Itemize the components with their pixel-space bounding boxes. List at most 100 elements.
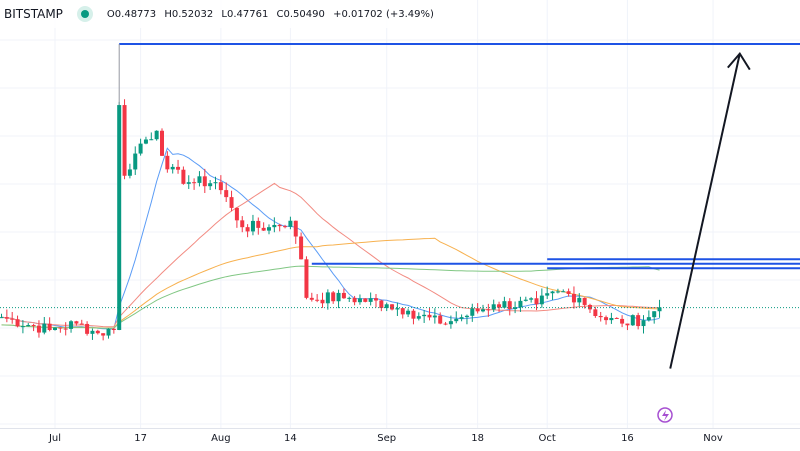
candle-body — [550, 291, 555, 294]
candle-body — [208, 183, 213, 187]
candle-body — [79, 323, 84, 325]
candle-body — [475, 308, 480, 312]
high-value: H0.52032 — [164, 8, 214, 20]
candle-body — [566, 291, 571, 294]
moving-average-10 — [1, 147, 660, 330]
candle-body — [481, 309, 485, 312]
candle-body — [384, 304, 389, 309]
candle-body — [368, 298, 373, 302]
candle-body — [63, 328, 68, 330]
candle-body — [416, 316, 421, 319]
candle-body — [283, 226, 288, 228]
candle-body — [620, 318, 625, 324]
candle-body — [20, 326, 25, 328]
time-tick: Aug — [211, 433, 231, 444]
candle-body — [432, 315, 437, 318]
candle-body — [502, 301, 507, 308]
candle-body — [497, 304, 502, 308]
time-tick: Nov — [703, 433, 723, 444]
candle-body — [593, 309, 598, 316]
candle-body — [588, 304, 592, 310]
candle-body — [331, 292, 336, 302]
candle-body — [652, 311, 657, 318]
candle-body — [448, 321, 453, 325]
candle-body — [614, 317, 619, 319]
candle-body — [186, 182, 191, 184]
price-chart[interactable] — [0, 0, 800, 428]
candle-body — [395, 308, 400, 310]
lightning-bolt — [662, 410, 669, 421]
low-value: L0.47761 — [221, 8, 269, 20]
candle-body — [438, 315, 443, 324]
time-tick: Sep — [377, 433, 397, 444]
candle-body — [234, 207, 239, 221]
time-tick: 18 — [471, 433, 485, 444]
candle-body — [288, 220, 293, 227]
candle-body — [523, 299, 528, 301]
candle-body — [598, 315, 603, 318]
open-value: O0.48773 — [106, 8, 157, 20]
trend-arrow — [669, 53, 741, 369]
candle-body — [347, 297, 352, 299]
candle-body — [459, 317, 464, 319]
candle-body — [357, 298, 362, 303]
candle-body — [571, 293, 576, 303]
candle-body — [454, 318, 459, 322]
moving-average-30 — [1, 182, 660, 328]
candle-body — [111, 328, 116, 330]
candle-body — [646, 317, 651, 321]
candle-body — [90, 330, 95, 334]
candle-body — [36, 325, 41, 333]
candle-body — [176, 166, 181, 170]
lightning-icon — [657, 407, 673, 423]
candle-body — [293, 220, 298, 237]
candle-body — [609, 317, 614, 321]
time-axis[interactable]: Jul 17 Aug 14 Sep 18 Oct 16 Nov — [0, 428, 800, 451]
market-status-dot-icon — [80, 10, 89, 18]
time-tick: 17 — [134, 433, 147, 444]
candle-body — [470, 308, 475, 316]
candle-body — [604, 317, 609, 321]
candle-body — [117, 105, 122, 330]
candle-body — [143, 139, 148, 144]
candle-body — [518, 300, 523, 308]
time-tick: 14 — [284, 433, 297, 444]
candle-body — [202, 176, 207, 187]
time-tick: Jul — [48, 433, 62, 444]
candle-body — [315, 299, 320, 301]
candle-body — [507, 301, 512, 310]
candle-body — [352, 297, 357, 303]
candle-body — [26, 325, 31, 327]
candle-body — [625, 323, 630, 326]
candle-body — [240, 220, 245, 228]
candle-body — [277, 224, 282, 227]
candle-body — [400, 308, 405, 315]
candle-body — [261, 227, 266, 231]
candle-body — [224, 190, 229, 198]
candle-body — [534, 298, 539, 305]
moving-average-100 — [1, 265, 660, 329]
close-value: C0.50490 — [276, 8, 325, 20]
candle-body — [69, 321, 74, 329]
candle-body — [47, 323, 52, 330]
candle-body — [181, 169, 186, 184]
candle-body — [250, 220, 255, 232]
candle-body — [406, 310, 411, 315]
candle-body — [411, 310, 416, 319]
ohlc-values: O0.48773 H0.52032 L0.47761 C0.50490 +0.0… — [107, 9, 439, 20]
candle-body — [486, 309, 491, 311]
candle-body — [127, 169, 132, 176]
candle-body — [379, 300, 384, 309]
candle-body — [657, 307, 662, 312]
candle-body — [213, 182, 218, 184]
candle-body — [154, 130, 159, 140]
candle-body — [53, 327, 57, 330]
candle-body — [555, 291, 560, 293]
candle-body — [138, 143, 143, 154]
candle-body — [545, 293, 550, 296]
candle-body — [197, 176, 202, 183]
candle-body — [229, 197, 234, 208]
candle-body — [149, 139, 154, 141]
candle-body — [336, 292, 341, 302]
